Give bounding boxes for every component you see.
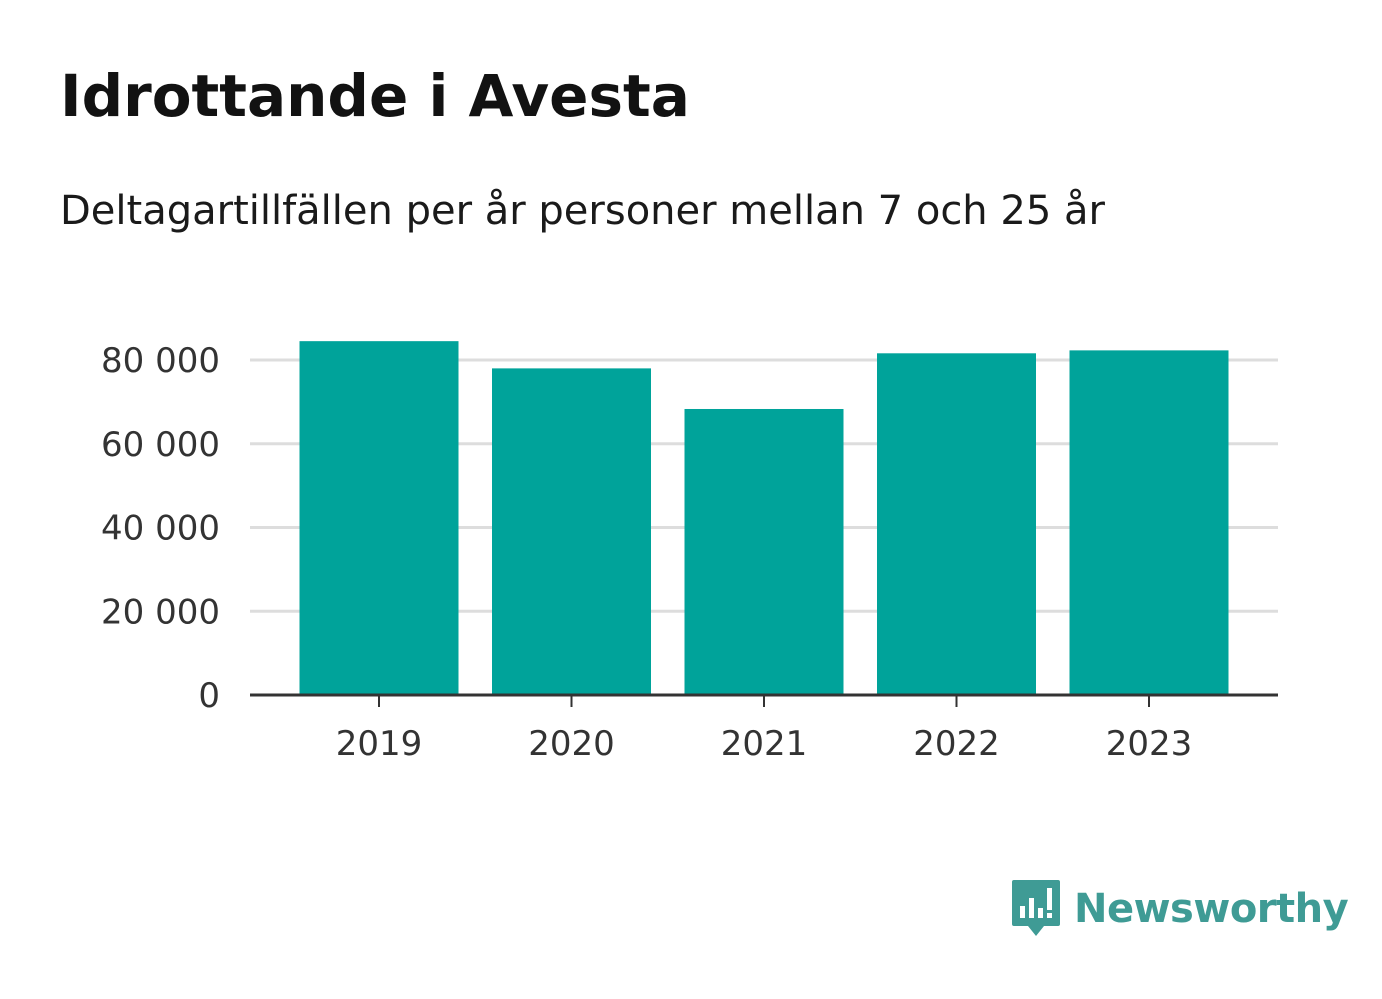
bars (299, 341, 1229, 695)
x-tick-label: 2023 (1106, 724, 1193, 764)
y-tick-label: 60 000 (101, 425, 220, 465)
chart-subtitle: Deltagartillfällen per år personer mella… (60, 188, 1105, 234)
brand-name: Newsworthy (1074, 886, 1349, 932)
y-tick-label: 80 000 (101, 341, 220, 381)
tick-labels: 0 20 000 40 000 60 000 80 000 2019 2020 2021 202… (101, 341, 1192, 764)
y-tick-label: 20 000 (101, 592, 220, 632)
bar-2020 (492, 368, 651, 695)
bar-2019 (299, 341, 459, 695)
bar-2023 (1069, 350, 1229, 695)
newsworthy-logo-icon (1012, 880, 1060, 936)
chart-title: Idrottande i Avesta (60, 62, 690, 130)
axes (250, 693, 1278, 707)
bar-2022 (877, 353, 1036, 695)
x-tick-label: 2022 (913, 724, 1000, 764)
brand-logo: Newsworthy (1010, 878, 1349, 940)
x-tick-label: 2021 (721, 724, 808, 764)
y-tick-label: 40 000 (101, 509, 220, 549)
x-tick-label: 2019 (336, 724, 423, 764)
x-tick-label: 2020 (528, 724, 615, 764)
bar-2021 (684, 408, 844, 695)
y-tick-label: 0 (198, 676, 220, 716)
